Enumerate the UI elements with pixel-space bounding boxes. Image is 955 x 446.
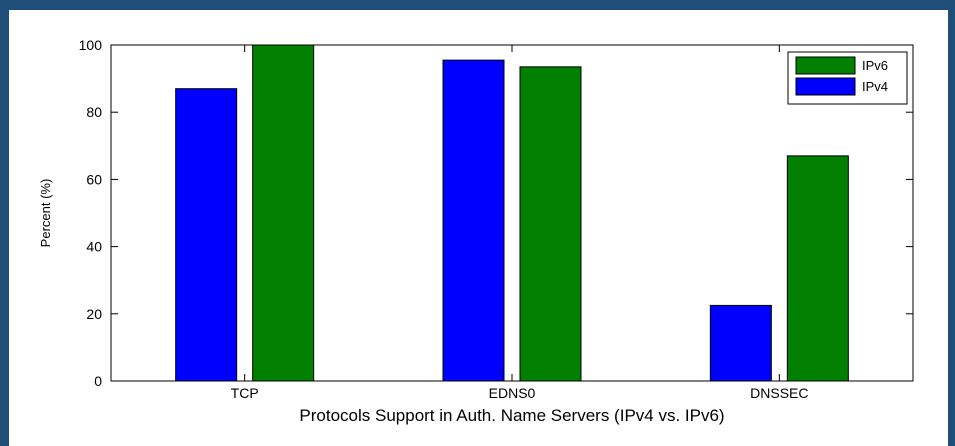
y-tick-label-100: 100	[79, 37, 103, 53]
legend-swatch-ipv6	[795, 56, 856, 75]
tick-marks	[111, 44, 913, 382]
y-tick-labels: 0 20 40 60 80 100	[79, 37, 103, 389]
legend: IPv6 IPv4	[787, 51, 908, 105]
bar-tcp-ipv4	[175, 88, 238, 382]
bar-edns0-ipv4	[442, 59, 505, 382]
bar-dnssec-ipv4	[709, 304, 772, 382]
x-tick-labels: TCP EDNS0 DNSSEC	[231, 385, 809, 401]
x-tick-label-dnssec: DNSSEC	[750, 385, 808, 401]
y-tick-label-40: 40	[86, 239, 102, 255]
bar-tcp-ipv6	[252, 44, 315, 382]
legend-label-ipv4: IPv4	[862, 79, 888, 94]
x-tick-label-tcp: TCP	[231, 385, 259, 401]
x-tick-label-edns0: EDNS0	[489, 385, 536, 401]
y-tick-label-60: 60	[86, 171, 102, 187]
bar-edns0-ipv6	[519, 66, 582, 382]
x-axis-label: Protocols Support in Auth. Name Servers …	[299, 406, 724, 425]
bar-dnssec-ipv6	[786, 155, 849, 382]
plot-area	[110, 44, 914, 382]
legend-swatch-ipv4	[795, 77, 856, 96]
y-tick-label-20: 20	[86, 306, 102, 322]
legend-label-ipv6: IPv6	[862, 58, 888, 73]
bars	[175, 44, 849, 382]
y-tick-label-80: 80	[86, 104, 102, 120]
y-axis-label: Percent (%)	[38, 179, 53, 248]
y-tick-label-0: 0	[94, 373, 102, 389]
